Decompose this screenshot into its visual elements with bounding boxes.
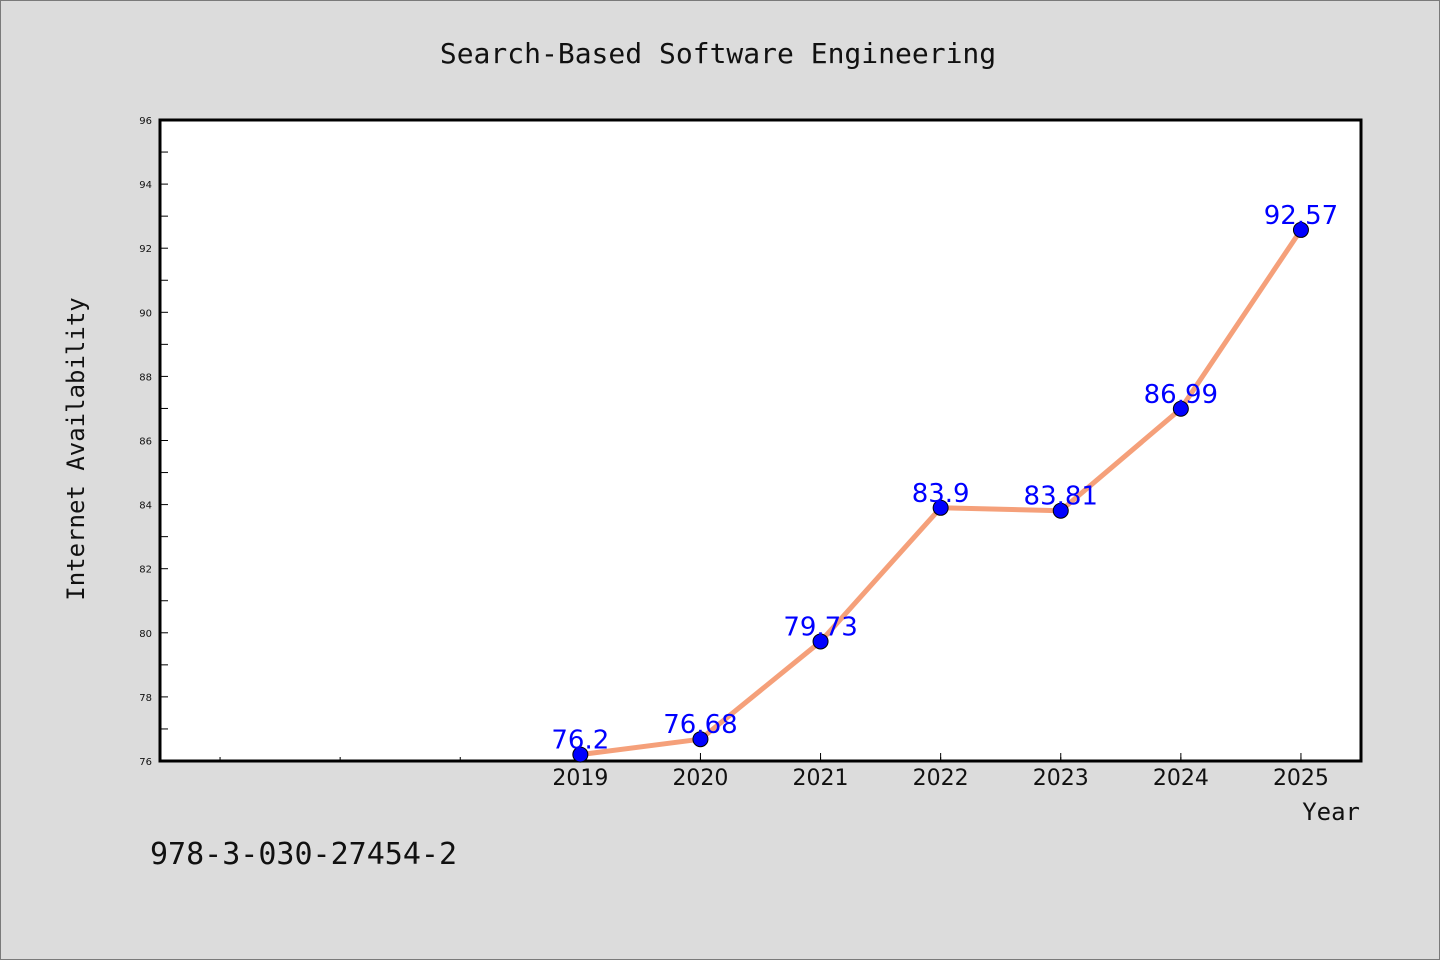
x-tick-label: 2019 (552, 766, 608, 791)
chart-title: Search-Based Software Engineering (440, 37, 996, 70)
data-label: 92.57 (1264, 201, 1338, 231)
data-point (812, 633, 829, 650)
data-point (1172, 400, 1189, 417)
plot-area (158, 118, 1363, 763)
y-tick-label: 84 (139, 501, 152, 512)
data-label: 86.99 (1144, 380, 1218, 410)
data-label: 79.73 (783, 612, 857, 642)
y-tick-label: 82 (139, 565, 152, 576)
y-tick-label: 88 (139, 372, 152, 383)
x-tick-label: 2024 (1153, 766, 1209, 791)
x-tick-label: 2025 (1273, 766, 1329, 791)
series-markers (572, 221, 1309, 763)
data-point (932, 499, 949, 516)
data-point (1292, 221, 1309, 238)
data-labels: 76.2 76.68 79.73 83.9 83.81 86.99 92.57 (551, 201, 1338, 756)
y-tick-label: 78 (139, 693, 152, 704)
data-label: 83.9 (912, 479, 970, 509)
x-axis-label: Year (1302, 798, 1360, 826)
y-axis: 76 78 80 82 84 86 88 90 92 94 96 (139, 116, 168, 768)
data-point (572, 746, 589, 763)
y-tick-label: 96 (139, 116, 152, 127)
data-label: 76.68 (663, 710, 737, 740)
y-tick-label: 90 (139, 308, 152, 319)
x-axis: 2019 2020 2021 2022 2023 2024 2025 (219, 753, 1329, 791)
y-tick-label: 92 (139, 244, 152, 255)
y-axis-label: Internet Availability (62, 297, 90, 600)
x-tick-label: 2021 (793, 766, 849, 791)
x-tick-label: 2020 (672, 766, 728, 791)
x-tick-label: 2022 (913, 766, 969, 791)
y-tick-label: 80 (139, 629, 152, 640)
data-point (1052, 502, 1069, 519)
y-tick-label: 86 (139, 437, 152, 448)
data-label: 76.2 (551, 726, 609, 756)
data-point (692, 731, 709, 748)
data-label: 83.81 (1024, 482, 1098, 512)
isbn-footer: 978-3-030-27454-2 (150, 837, 457, 872)
y-tick-label: 94 (139, 180, 152, 191)
y-tick-label: 76 (139, 757, 152, 768)
x-tick-label: 2023 (1033, 766, 1089, 791)
